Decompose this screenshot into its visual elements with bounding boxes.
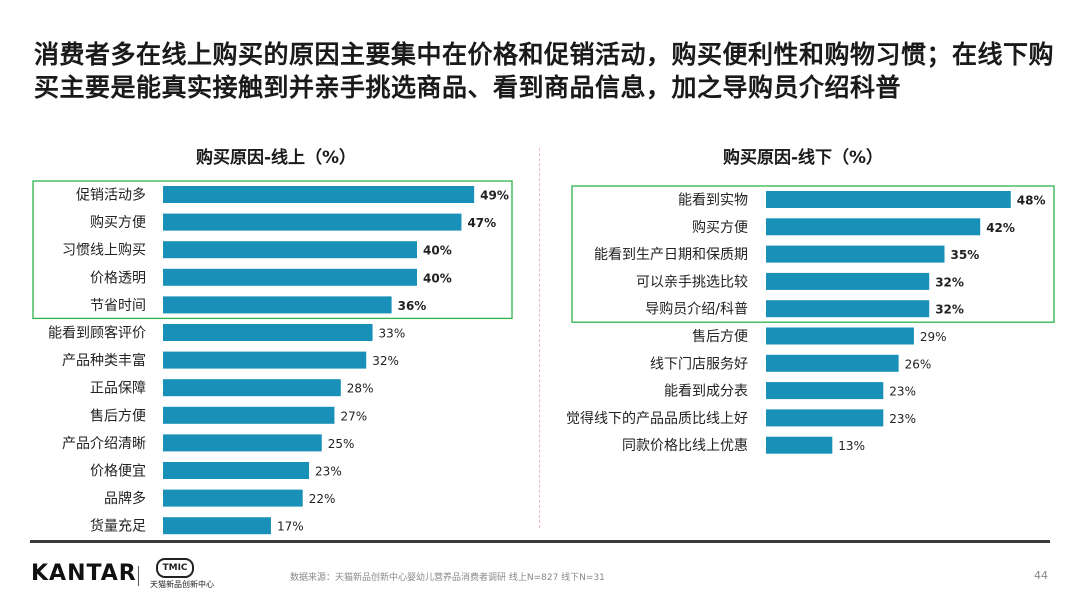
chart-online: 促销活动多 49% 购买方便 47% 习惯线上购买 40% 价格透明 40% 节省时间 36% 能看… bbox=[32, 180, 513, 535]
category-label: 售后方便 bbox=[692, 329, 748, 345]
chart-divider bbox=[539, 148, 540, 528]
bar bbox=[163, 268, 417, 286]
value-label: 23% bbox=[315, 465, 342, 479]
bar bbox=[163, 186, 475, 203]
page-number: 44 bbox=[1034, 569, 1048, 582]
value-label: 33% bbox=[379, 327, 406, 341]
value-label: 42% bbox=[986, 221, 1015, 235]
value-label: 48% bbox=[1017, 194, 1046, 208]
bar bbox=[163, 296, 392, 314]
bar bbox=[163, 351, 367, 369]
bar bbox=[766, 382, 884, 400]
category-label: 能看到成分表 bbox=[664, 384, 748, 400]
value-label: 36% bbox=[398, 299, 427, 313]
tmic-logo: TMIC 天猫新品创新中心 bbox=[150, 558, 214, 592]
bar bbox=[766, 327, 914, 345]
value-label: 49% bbox=[480, 189, 509, 203]
value-label: 17% bbox=[277, 520, 304, 534]
category-label: 习惯线上购买 bbox=[62, 242, 146, 259]
value-label: 26% bbox=[905, 357, 932, 371]
bar bbox=[766, 409, 884, 427]
bar bbox=[766, 191, 1011, 208]
highlight-box bbox=[32, 180, 513, 320]
bar bbox=[163, 489, 303, 507]
category-label: 品牌多 bbox=[104, 490, 146, 507]
kantar-logo: KANTAR bbox=[31, 561, 137, 586]
bar bbox=[163, 379, 341, 397]
value-label: 47% bbox=[467, 216, 496, 230]
logo-separator bbox=[138, 566, 139, 586]
bar bbox=[163, 434, 322, 452]
value-label: 22% bbox=[309, 492, 336, 506]
value-label: 32% bbox=[935, 275, 964, 289]
category-label: 货量充足 bbox=[90, 518, 146, 535]
category-label: 购买方便 bbox=[90, 215, 146, 231]
bar bbox=[766, 300, 930, 318]
category-label: 价格透明 bbox=[90, 270, 146, 286]
chart-offline: 能看到实物 48% 购买方便 42% 能看到生产日期和保质期 35% 可以亲手挑选比较 32%… bbox=[566, 185, 1055, 454]
slide-title: 消费者多在线上购买的原因主要集中在价格和促销活动，购买便利性和购物习惯；在线下购… bbox=[34, 40, 1055, 102]
category-label: 能看到实物 bbox=[678, 193, 748, 209]
category-label: 可以亲手挑选比较 bbox=[636, 274, 748, 290]
category-label: 觉得线下的产品品质比线上好 bbox=[566, 410, 748, 427]
bar bbox=[766, 245, 945, 263]
bar bbox=[163, 406, 335, 424]
category-label: 同款价格比线上优惠 bbox=[622, 438, 748, 454]
bar bbox=[766, 354, 899, 372]
bar bbox=[163, 462, 310, 479]
category-label: 导购员介绍/科普 bbox=[645, 302, 748, 318]
category-label: 价格便宜 bbox=[90, 464, 146, 480]
value-label: 40% bbox=[423, 244, 452, 258]
value-label: 29% bbox=[920, 330, 947, 344]
value-label: 23% bbox=[889, 385, 916, 399]
tmic-name: 天猫新品创新中心 bbox=[150, 580, 214, 589]
value-label: 32% bbox=[935, 303, 964, 317]
bar bbox=[163, 517, 271, 535]
value-label: 40% bbox=[423, 271, 452, 285]
bar bbox=[163, 324, 373, 341]
tmic-badge: TMIC bbox=[156, 558, 194, 578]
category-label: 产品介绍清晰 bbox=[62, 436, 146, 452]
footer-rule bbox=[30, 540, 1050, 543]
bar bbox=[766, 218, 981, 236]
data-source: 数据来源：天猫新品创新中心婴幼儿营养品消费者调研 线上N=827 线下N=31 bbox=[290, 573, 605, 583]
value-label: 28% bbox=[347, 382, 374, 396]
category-label: 线下门店服务好 bbox=[650, 356, 748, 372]
category-label: 促销活动多 bbox=[76, 187, 146, 204]
chart-title-online: 购买原因-线上（%） bbox=[195, 148, 357, 168]
category-label: 产品种类丰富 bbox=[62, 352, 146, 369]
bar bbox=[766, 272, 930, 290]
bar bbox=[163, 241, 417, 259]
value-label: 13% bbox=[838, 439, 865, 453]
bar bbox=[163, 213, 462, 231]
value-label: 32% bbox=[372, 354, 399, 368]
category-label: 能看到生产日期和保质期 bbox=[594, 247, 748, 263]
bar bbox=[766, 436, 833, 454]
value-label: 23% bbox=[889, 412, 916, 426]
category-label: 能看到顾客评价 bbox=[48, 325, 146, 342]
highlight-box bbox=[571, 185, 1055, 323]
value-label: 25% bbox=[328, 437, 355, 451]
category-label: 正品保障 bbox=[90, 381, 146, 397]
chart-title-offline: 购买原因-线下（%） bbox=[722, 148, 884, 168]
value-label: 27% bbox=[340, 409, 367, 423]
category-label: 节省时间 bbox=[90, 298, 146, 314]
category-label: 购买方便 bbox=[692, 220, 748, 236]
value-label: 35% bbox=[951, 248, 980, 262]
category-label: 售后方便 bbox=[90, 408, 146, 424]
